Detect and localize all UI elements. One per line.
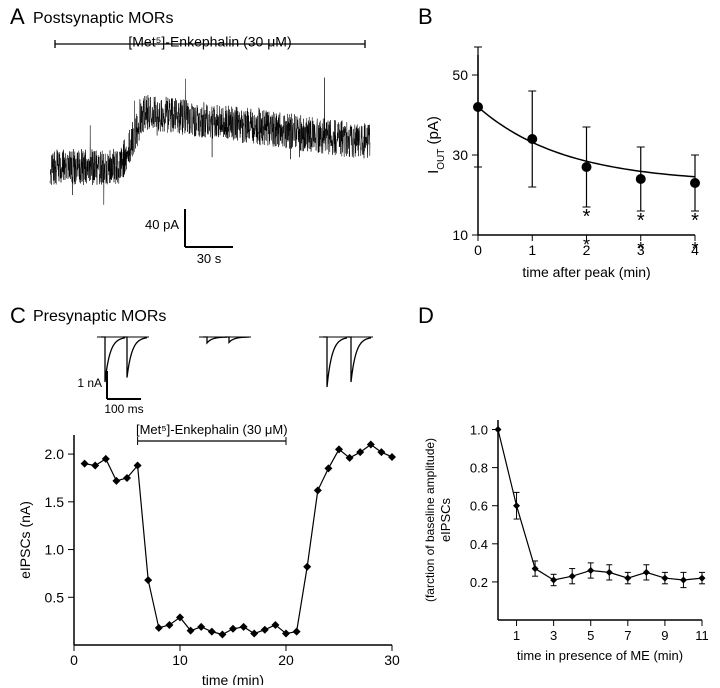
svg-text:7: 7 xyxy=(624,628,631,643)
panel-b-label: B xyxy=(418,4,433,30)
svg-text:(farction of baseline amplitud: (farction of baseline amplitude) xyxy=(423,438,437,602)
svg-text:*: * xyxy=(691,239,698,259)
svg-text:1: 1 xyxy=(513,628,520,643)
svg-text:20: 20 xyxy=(278,652,294,668)
svg-text:0.2: 0.2 xyxy=(470,575,488,590)
svg-text:1.0: 1.0 xyxy=(45,542,65,558)
svg-text:0: 0 xyxy=(70,652,78,668)
panel-a-title: Postsynaptic MORs xyxy=(33,10,173,28)
svg-text:[Met⁵]-Enkephalin (30 μM): [Met⁵]-Enkephalin (30 μM) xyxy=(128,33,291,49)
svg-text:0: 0 xyxy=(474,242,482,258)
svg-text:*: * xyxy=(637,210,645,232)
svg-text:*: * xyxy=(637,239,644,259)
panel-a-trace: [Met⁵]-Enkephalin (30 μM) 40 pA 30 s xyxy=(20,32,380,282)
panel-c-chart: 1 nA100 ms 0 10 20 30 0.5 1.0 1.5 2.0 time (min) e… xyxy=(12,325,412,685)
svg-text:30: 30 xyxy=(452,147,468,163)
svg-text:*: * xyxy=(583,235,590,255)
svg-text:eIPSCs: eIPSCs xyxy=(438,497,453,542)
svg-text:time in presence of ME (min): time in presence of ME (min) xyxy=(517,648,683,663)
svg-text:50: 50 xyxy=(452,67,468,83)
panel-d-label: D xyxy=(418,303,434,329)
svg-text:1.0: 1.0 xyxy=(470,423,488,438)
svg-text:*: * xyxy=(691,210,699,232)
svg-text:IOUT (pA): IOUT (pA) xyxy=(425,116,447,174)
svg-text:eIPSCs (nA): eIPSCs (nA) xyxy=(17,501,33,579)
svg-text:2.0: 2.0 xyxy=(45,446,65,462)
svg-text:0.8: 0.8 xyxy=(470,461,488,476)
panel-c-title: Presynaptic MORs xyxy=(33,308,166,326)
panel-b-chart: 01234103050IOUT (pA)time after peak (min… xyxy=(420,35,710,295)
svg-text:*: * xyxy=(583,206,591,228)
svg-text:11: 11 xyxy=(695,628,709,643)
svg-text:time (min): time (min) xyxy=(202,672,264,685)
svg-text:30: 30 xyxy=(384,652,400,668)
svg-text:time after peak (min): time after peak (min) xyxy=(522,264,650,280)
svg-text:1 nA: 1 nA xyxy=(77,376,102,390)
svg-text:100 ms: 100 ms xyxy=(104,402,143,416)
svg-text:10: 10 xyxy=(172,652,188,668)
svg-text:1.5: 1.5 xyxy=(45,494,65,510)
svg-text:5: 5 xyxy=(587,628,594,643)
svg-text:0.5: 0.5 xyxy=(45,589,65,605)
svg-text:40 pA: 40 pA xyxy=(145,217,179,232)
panel-a-label: A xyxy=(10,4,25,30)
panel-d-chart: 1 3 5 7 9 11 0.2 0.4 0.6 0.8 1.0 time in presence o… xyxy=(420,390,715,680)
svg-text:1: 1 xyxy=(528,242,536,258)
svg-text:0.4: 0.4 xyxy=(470,537,488,552)
svg-text:0.6: 0.6 xyxy=(470,499,488,514)
svg-text:[Met⁵]-Enkephalin (30 μM): [Met⁵]-Enkephalin (30 μM) xyxy=(136,422,288,437)
svg-text:3: 3 xyxy=(550,628,557,643)
svg-text:9: 9 xyxy=(661,628,668,643)
svg-text:30 s: 30 s xyxy=(197,251,222,266)
svg-text:10: 10 xyxy=(452,227,468,243)
